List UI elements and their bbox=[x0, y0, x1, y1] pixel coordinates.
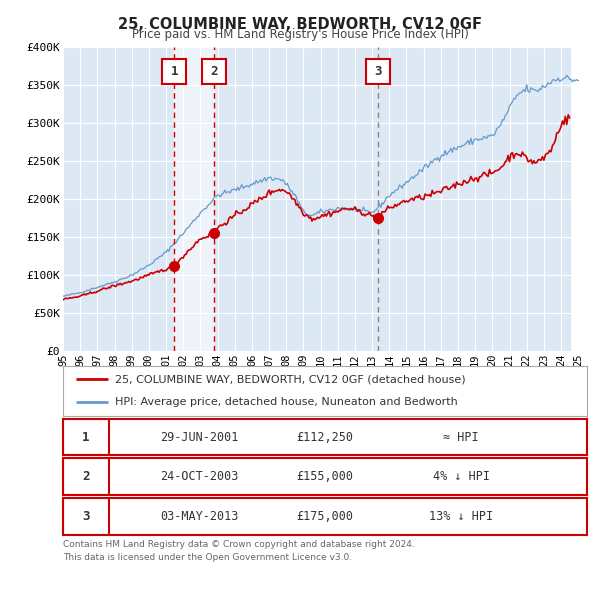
Text: 25, COLUMBINE WAY, BEDWORTH, CV12 0GF: 25, COLUMBINE WAY, BEDWORTH, CV12 0GF bbox=[118, 17, 482, 31]
Text: 2: 2 bbox=[211, 65, 218, 78]
Text: Contains HM Land Registry data © Crown copyright and database right 2024.: Contains HM Land Registry data © Crown c… bbox=[63, 540, 415, 549]
Text: 4% ↓ HPI: 4% ↓ HPI bbox=[433, 470, 490, 483]
Text: 1: 1 bbox=[82, 431, 90, 444]
Text: HPI: Average price, detached house, Nuneaton and Bedworth: HPI: Average price, detached house, Nune… bbox=[115, 398, 458, 408]
Text: 03-MAY-2013: 03-MAY-2013 bbox=[160, 510, 238, 523]
Bar bbox=[63, 498, 109, 535]
Text: 25, COLUMBINE WAY, BEDWORTH, CV12 0GF (detached house): 25, COLUMBINE WAY, BEDWORTH, CV12 0GF (d… bbox=[115, 374, 466, 384]
Text: £112,250: £112,250 bbox=[296, 431, 353, 444]
Text: £175,000: £175,000 bbox=[296, 510, 353, 523]
Text: 3: 3 bbox=[374, 65, 382, 78]
Text: £155,000: £155,000 bbox=[296, 470, 353, 483]
Text: 2: 2 bbox=[82, 470, 90, 483]
Bar bbox=[63, 458, 109, 495]
Text: 29-JUN-2001: 29-JUN-2001 bbox=[160, 431, 238, 444]
Text: 1: 1 bbox=[171, 65, 178, 78]
Text: ≈ HPI: ≈ HPI bbox=[443, 431, 479, 444]
Bar bbox=[571, 47, 587, 351]
Text: Price paid vs. HM Land Registry's House Price Index (HPI): Price paid vs. HM Land Registry's House … bbox=[131, 28, 469, 41]
Text: This data is licensed under the Open Government Licence v3.0.: This data is licensed under the Open Gov… bbox=[63, 553, 352, 562]
Text: 24-OCT-2003: 24-OCT-2003 bbox=[160, 470, 238, 483]
Bar bbox=[63, 419, 109, 455]
Bar bbox=[175, 47, 214, 351]
Text: 3: 3 bbox=[82, 510, 90, 523]
Text: 13% ↓ HPI: 13% ↓ HPI bbox=[429, 510, 493, 523]
